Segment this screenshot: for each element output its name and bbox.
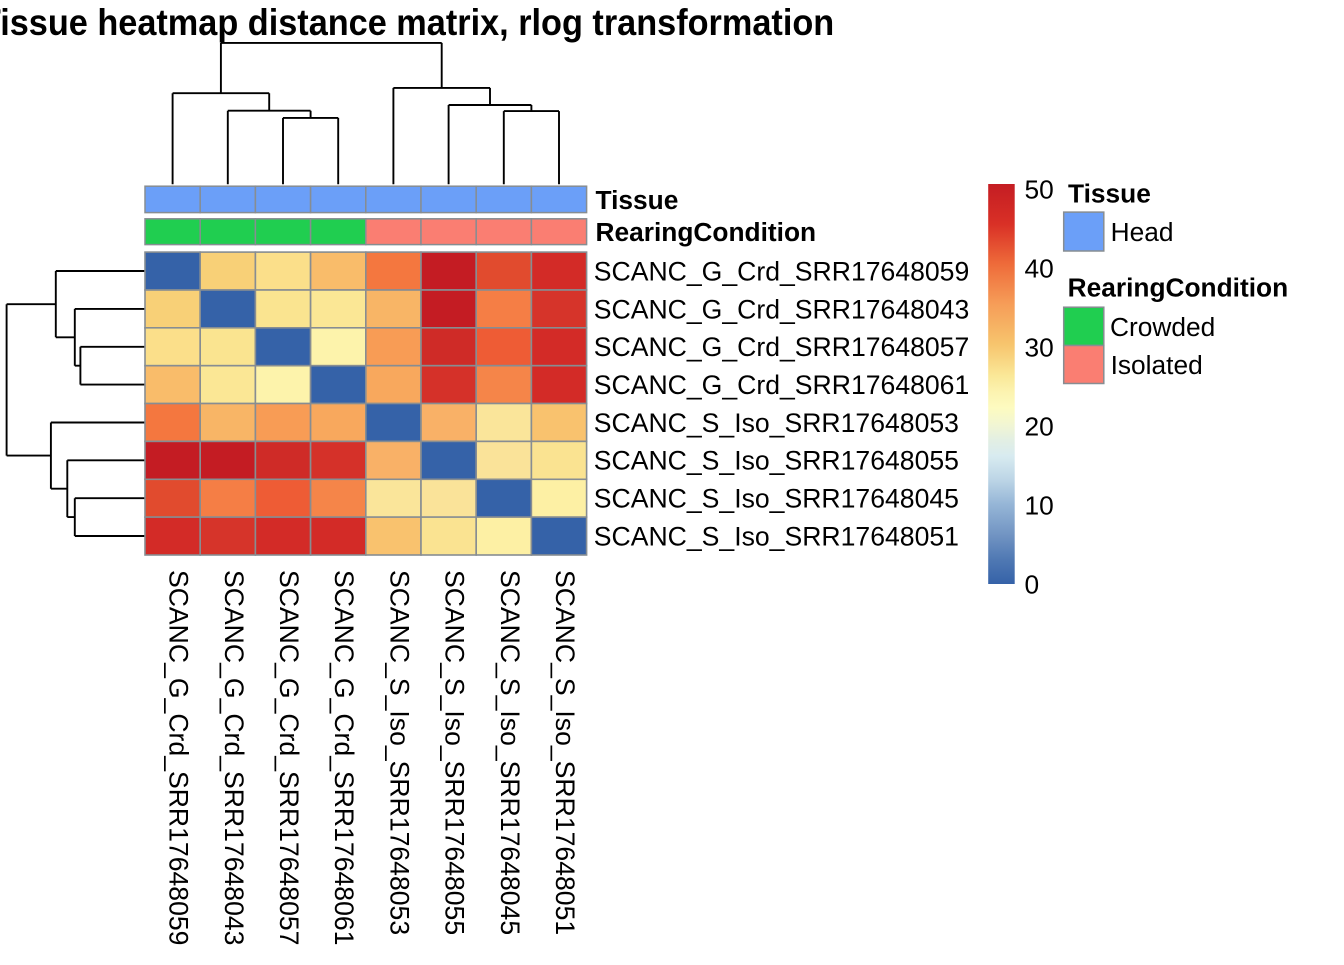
- svg-text:20: 20: [1025, 412, 1054, 442]
- svg-text:50: 50: [1025, 175, 1054, 205]
- svg-text:SCANC_G_Crd_SRR17648057: SCANC_G_Crd_SRR17648057: [274, 570, 304, 945]
- svg-text:0: 0: [1025, 570, 1040, 600]
- svg-text:SCANC_S_Iso_SRR17648055: SCANC_S_Iso_SRR17648055: [440, 570, 470, 935]
- svg-text:SCANC_G_Crd_SRR17648059: SCANC_G_Crd_SRR17648059: [594, 256, 969, 286]
- svg-text:SCANC_S_Iso_SRR17648045: SCANC_S_Iso_SRR17648045: [495, 570, 525, 935]
- svg-text:10: 10: [1025, 491, 1054, 521]
- svg-text:Tissue: Tissue: [596, 185, 679, 215]
- svg-text:Tissue heatmap distance matrix: Tissue heatmap distance matrix, rlog tra…: [0, 2, 834, 43]
- svg-text:SCANC_S_Iso_SRR17648051: SCANC_S_Iso_SRR17648051: [594, 521, 959, 551]
- svg-text:SCANC_S_Iso_SRR17648051: SCANC_S_Iso_SRR17648051: [550, 570, 580, 935]
- svg-text:Head: Head: [1111, 217, 1174, 247]
- svg-text:SCANC_S_Iso_SRR17648053: SCANC_S_Iso_SRR17648053: [594, 408, 959, 438]
- svg-text:RearingCondition: RearingCondition: [596, 217, 817, 247]
- svg-text:SCANC_G_Crd_SRR17648043: SCANC_G_Crd_SRR17648043: [219, 570, 249, 945]
- svg-text:SCANC_G_Crd_SRR17648043: SCANC_G_Crd_SRR17648043: [594, 294, 969, 324]
- svg-text:40: 40: [1025, 254, 1054, 284]
- svg-text:SCANC_S_Iso_SRR17648053: SCANC_S_Iso_SRR17648053: [384, 570, 414, 935]
- svg-text:SCANC_S_Iso_SRR17648045: SCANC_S_Iso_SRR17648045: [594, 484, 959, 514]
- svg-text:Tissue: Tissue: [1068, 179, 1151, 209]
- svg-text:Crowded: Crowded: [1110, 312, 1215, 342]
- svg-text:RearingCondition: RearingCondition: [1068, 272, 1289, 302]
- svg-text:SCANC_G_Crd_SRR17648059: SCANC_G_Crd_SRR17648059: [164, 570, 194, 945]
- svg-text:SCANC_G_Crd_SRR17648057: SCANC_G_Crd_SRR17648057: [594, 332, 969, 362]
- svg-text:SCANC_G_Crd_SRR17648061: SCANC_G_Crd_SRR17648061: [329, 570, 359, 945]
- svg-text:SCANC_S_Iso_SRR17648055: SCANC_S_Iso_SRR17648055: [594, 446, 959, 476]
- svg-text:Isolated: Isolated: [1111, 350, 1203, 380]
- svg-text:30: 30: [1025, 333, 1054, 363]
- svg-text:SCANC_G_Crd_SRR17648061: SCANC_G_Crd_SRR17648061: [594, 370, 969, 400]
